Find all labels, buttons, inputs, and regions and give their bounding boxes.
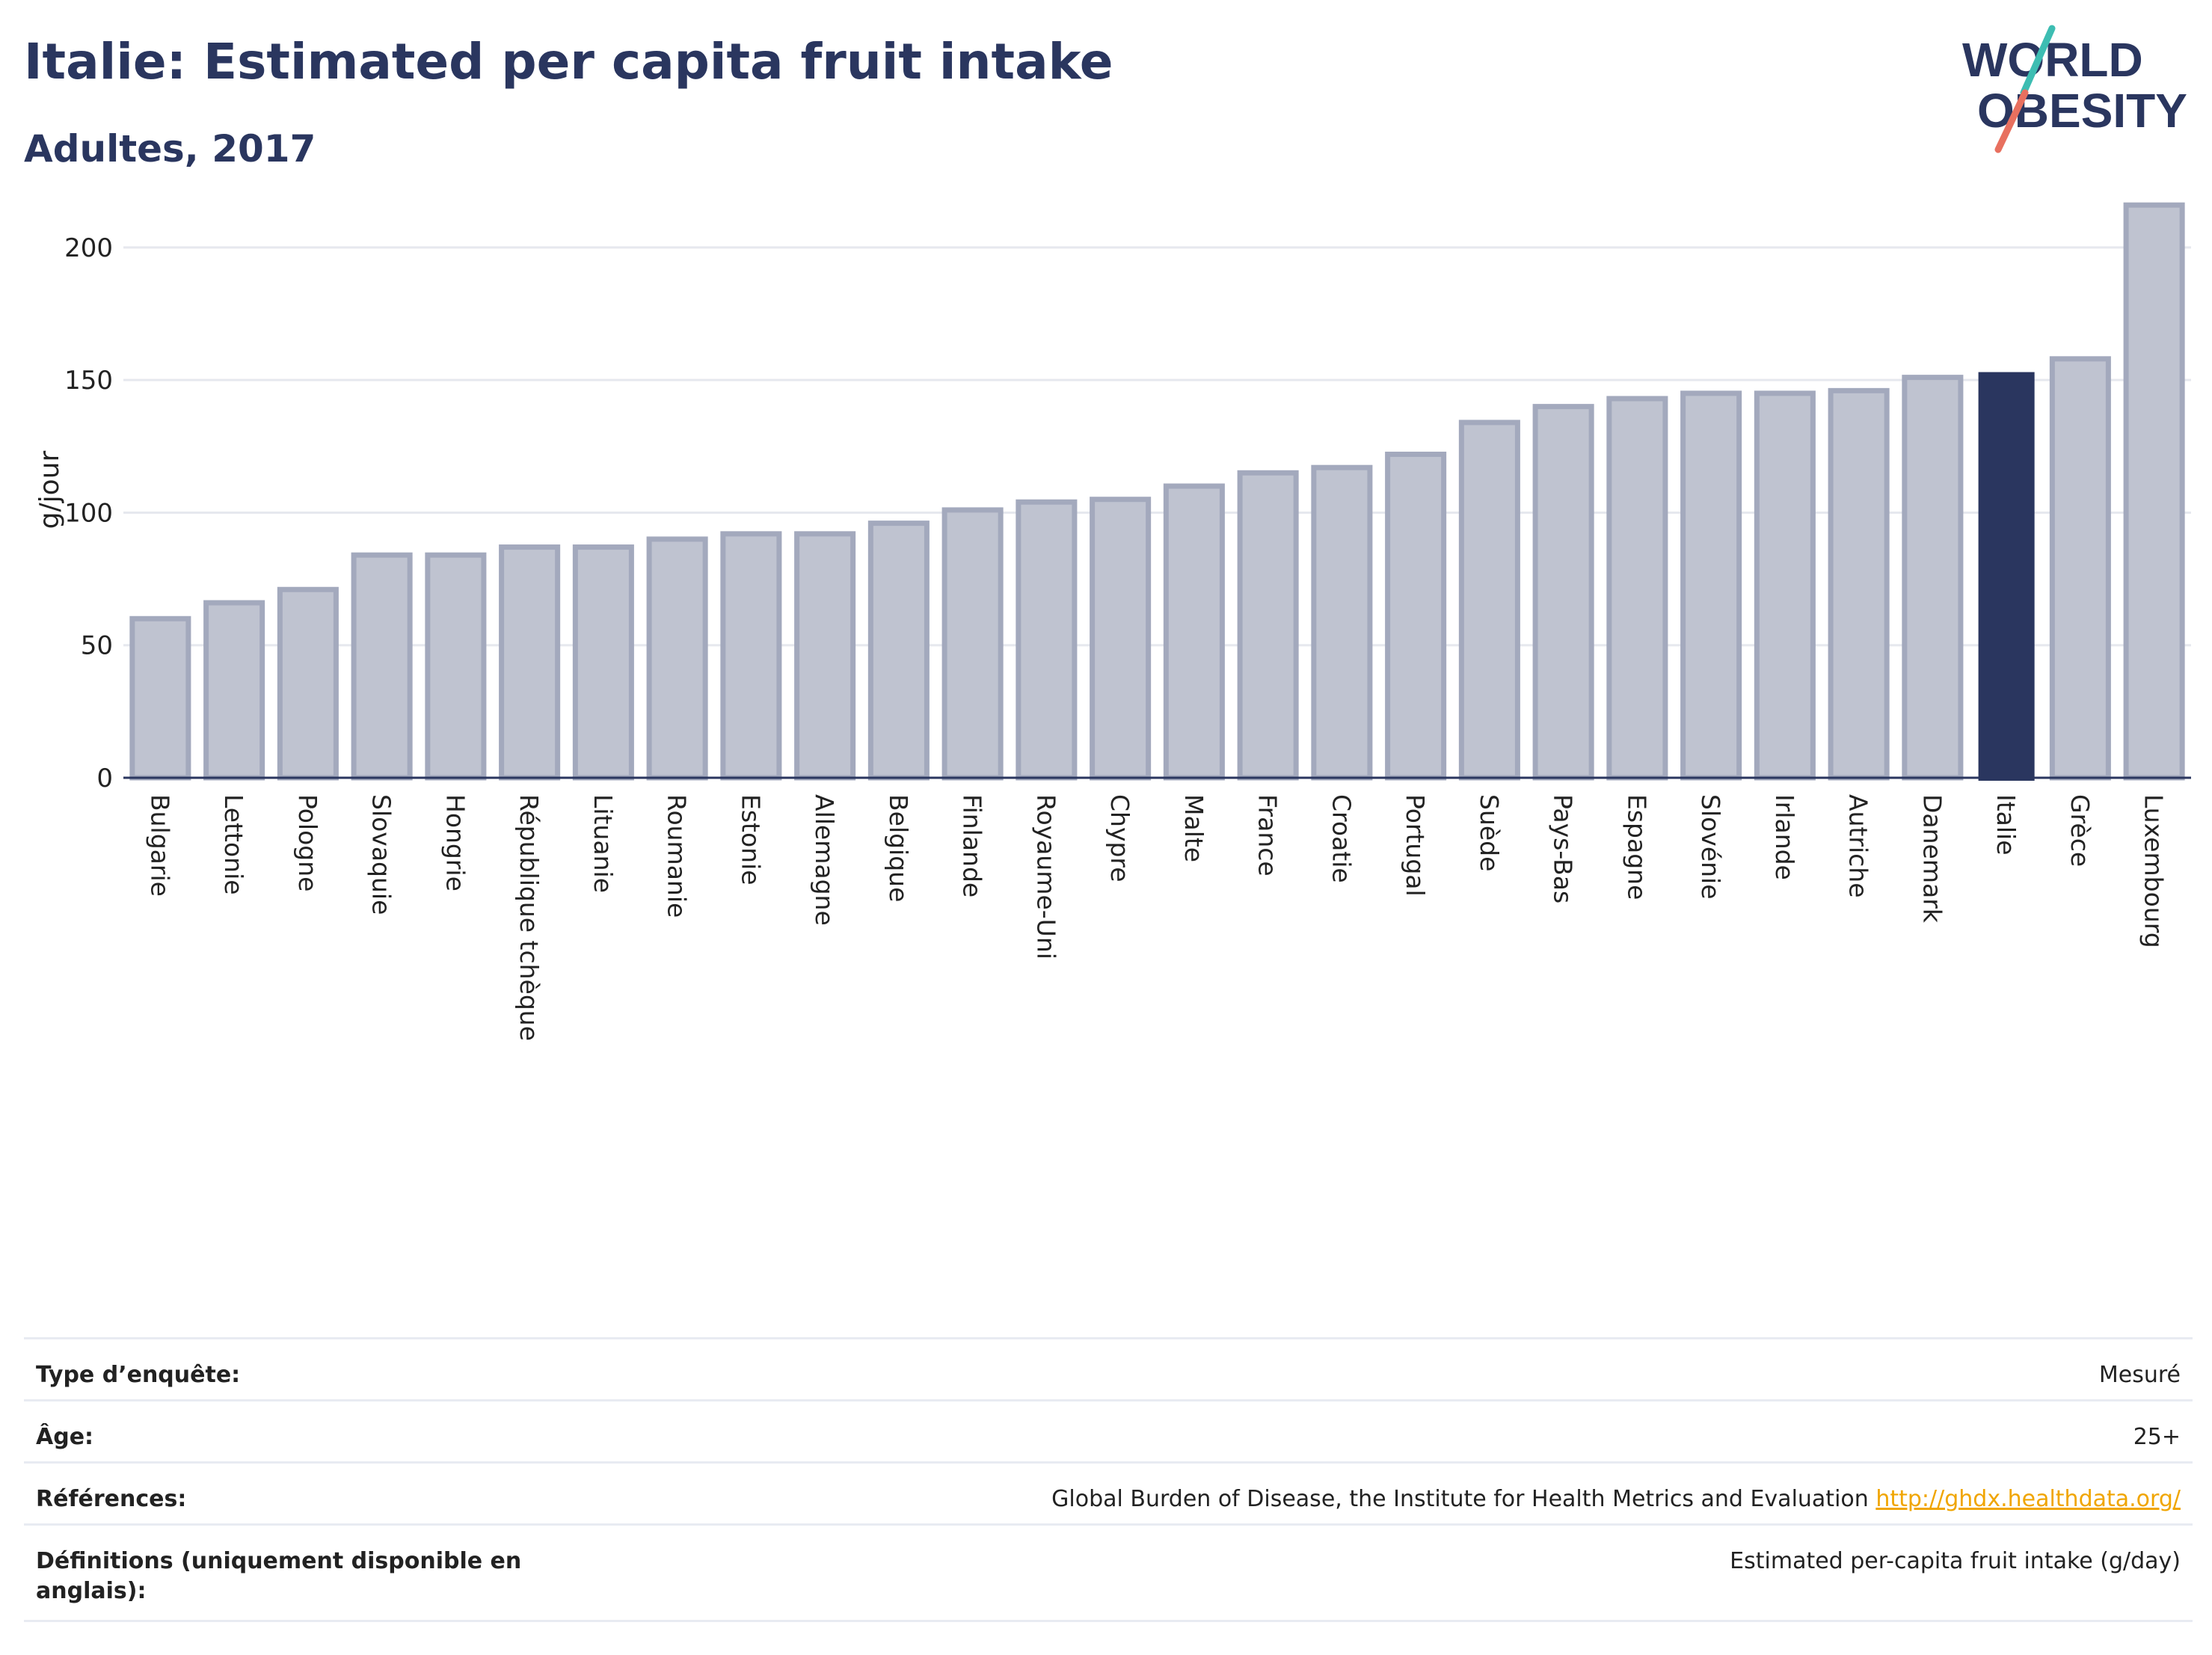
x-tick-label: Croatie bbox=[1327, 794, 1356, 883]
x-axis-labels: Bulgarie Lettonie Pologne Slovaquie Hongrie R… bbox=[145, 794, 2168, 1041]
bar-finlande bbox=[941, 507, 1004, 781]
x-tick-label: Pologne bbox=[293, 794, 322, 891]
x-tick-label: Hongrie bbox=[440, 794, 470, 891]
bar-grèce bbox=[2049, 356, 2111, 781]
bar-allemagne bbox=[794, 531, 856, 781]
bar-pays-bas bbox=[1532, 404, 1594, 781]
bar-belgique bbox=[867, 521, 930, 781]
x-tick-label: Italie bbox=[1991, 794, 2021, 856]
x-tick-label: Slovaquie bbox=[367, 794, 396, 915]
x-tick-label: Finlande bbox=[958, 794, 987, 897]
y-tick-label: 100 bbox=[64, 498, 113, 528]
logo-line2: OBESITY bbox=[1977, 84, 2187, 138]
y-tick-label: 0 bbox=[96, 764, 113, 793]
info-label: Âge: bbox=[36, 1424, 94, 1450]
bar-république-tchèque bbox=[499, 544, 561, 781]
bar-luxembourg bbox=[2123, 202, 2185, 781]
x-tick-label: Belgique bbox=[884, 794, 913, 902]
bar-hongrie bbox=[425, 552, 487, 781]
bar-chart: 0 50 100 150 200 Bulgarie Lettonie Pologne Slov… bbox=[34, 202, 2191, 1041]
bar-bulgarie bbox=[129, 615, 191, 781]
info-value-references: Global Burden of Disease, the Institute … bbox=[1051, 1484, 2181, 1514]
bar-lettonie bbox=[203, 600, 265, 781]
bar-malte bbox=[1163, 483, 1225, 781]
logo-line1: WORLD bbox=[1962, 33, 2143, 87]
y-axis-label: g/jour bbox=[34, 450, 65, 529]
info-table: Type d’enquête: Mesuré Âge: 25+ Référenc… bbox=[24, 1337, 2193, 1622]
info-row-survey-type: Type d’enquête: Mesuré bbox=[24, 1337, 2193, 1399]
info-value: 25+ bbox=[2133, 1424, 2181, 1450]
x-tick-label: Danemark bbox=[1917, 794, 1947, 924]
logo-slash-teal bbox=[2020, 25, 2056, 96]
x-tick-label: Grèce bbox=[2065, 794, 2095, 867]
logo-slash-coral bbox=[1994, 89, 2029, 153]
x-tick-label: Roumanie bbox=[663, 794, 692, 918]
y-tick-label: 200 bbox=[64, 233, 113, 263]
info-row-references: Références: Global Burden of Disease, th… bbox=[24, 1461, 2193, 1523]
reference-link[interactable]: http://ghdx.healthdata.org/ bbox=[1875, 1486, 2181, 1512]
x-tick-label: France bbox=[1253, 794, 1282, 876]
bar-italie bbox=[1978, 372, 2035, 782]
bar-slovénie bbox=[1680, 390, 1742, 781]
x-tick-label: Chypre bbox=[1105, 794, 1134, 882]
bar-slovaquie bbox=[351, 552, 413, 781]
x-tick-label: République tchèque bbox=[514, 794, 544, 1041]
x-tick-label: Estonie bbox=[736, 794, 765, 885]
x-tick-label: Royaume-Uni bbox=[1031, 794, 1060, 959]
x-tick-label: Espagne bbox=[1622, 794, 1651, 900]
chart-title: Italie: Estimated per capita fruit intak… bbox=[24, 33, 1113, 90]
info-label: Définitions (uniquement disponible en an… bbox=[36, 1548, 522, 1604]
x-tick-label: Lettonie bbox=[219, 794, 248, 895]
x-tick-label: Malte bbox=[1179, 794, 1208, 862]
y-tick-label: 50 bbox=[81, 631, 113, 661]
bar-estonie bbox=[720, 531, 782, 781]
world-obesity-logo: WORLD OBESITY bbox=[1962, 25, 2187, 153]
y-tick-label: 150 bbox=[64, 366, 113, 396]
bar-suède bbox=[1458, 420, 1520, 781]
bar-autriche bbox=[1828, 387, 1890, 781]
x-tick-label: Bulgarie bbox=[145, 794, 174, 897]
info-label: Type d’enquête: bbox=[36, 1362, 241, 1388]
bars bbox=[129, 202, 2185, 782]
bar-lituanie bbox=[572, 544, 634, 781]
x-tick-label: Pays-Bas bbox=[1549, 794, 1578, 903]
bar-france bbox=[1237, 470, 1299, 781]
x-tick-label: Lituanie bbox=[589, 794, 618, 893]
y-axis-ticks: 0 50 100 150 200 bbox=[64, 233, 113, 793]
x-tick-label: Irlande bbox=[1770, 794, 1799, 880]
x-tick-label: Portugal bbox=[1401, 794, 1430, 897]
x-tick-label: Slovénie bbox=[1696, 794, 1725, 900]
bar-irlande bbox=[1754, 390, 1816, 781]
bar-danemark bbox=[1902, 375, 1964, 781]
bar-croatie bbox=[1311, 464, 1373, 781]
info-value: Estimated per-capita fruit intake (g/day… bbox=[1730, 1548, 2181, 1574]
info-value: Mesuré bbox=[2098, 1362, 2181, 1388]
x-tick-label: Autriche bbox=[1844, 794, 1873, 898]
x-tick-label: Allemagne bbox=[810, 794, 839, 926]
info-label: Références: bbox=[36, 1486, 187, 1512]
info-row-age: Âge: 25+ bbox=[24, 1399, 2193, 1461]
chart-subtitle: Adultes, 2017 bbox=[24, 127, 316, 171]
bar-portugal bbox=[1385, 451, 1447, 781]
info-row-definitions: Définitions (uniquement disponible en an… bbox=[24, 1523, 2193, 1622]
bar-roumanie bbox=[646, 536, 708, 781]
bar-espagne bbox=[1606, 396, 1668, 781]
bar-pologne bbox=[277, 586, 339, 781]
bar-royaume-uni bbox=[1016, 499, 1078, 781]
bar-chypre bbox=[1090, 497, 1152, 781]
x-tick-label: Luxembourg bbox=[2139, 794, 2169, 948]
reference-text: Global Burden of Disease, the Institute … bbox=[1051, 1486, 1876, 1512]
x-tick-label: Suède bbox=[1475, 794, 1504, 871]
